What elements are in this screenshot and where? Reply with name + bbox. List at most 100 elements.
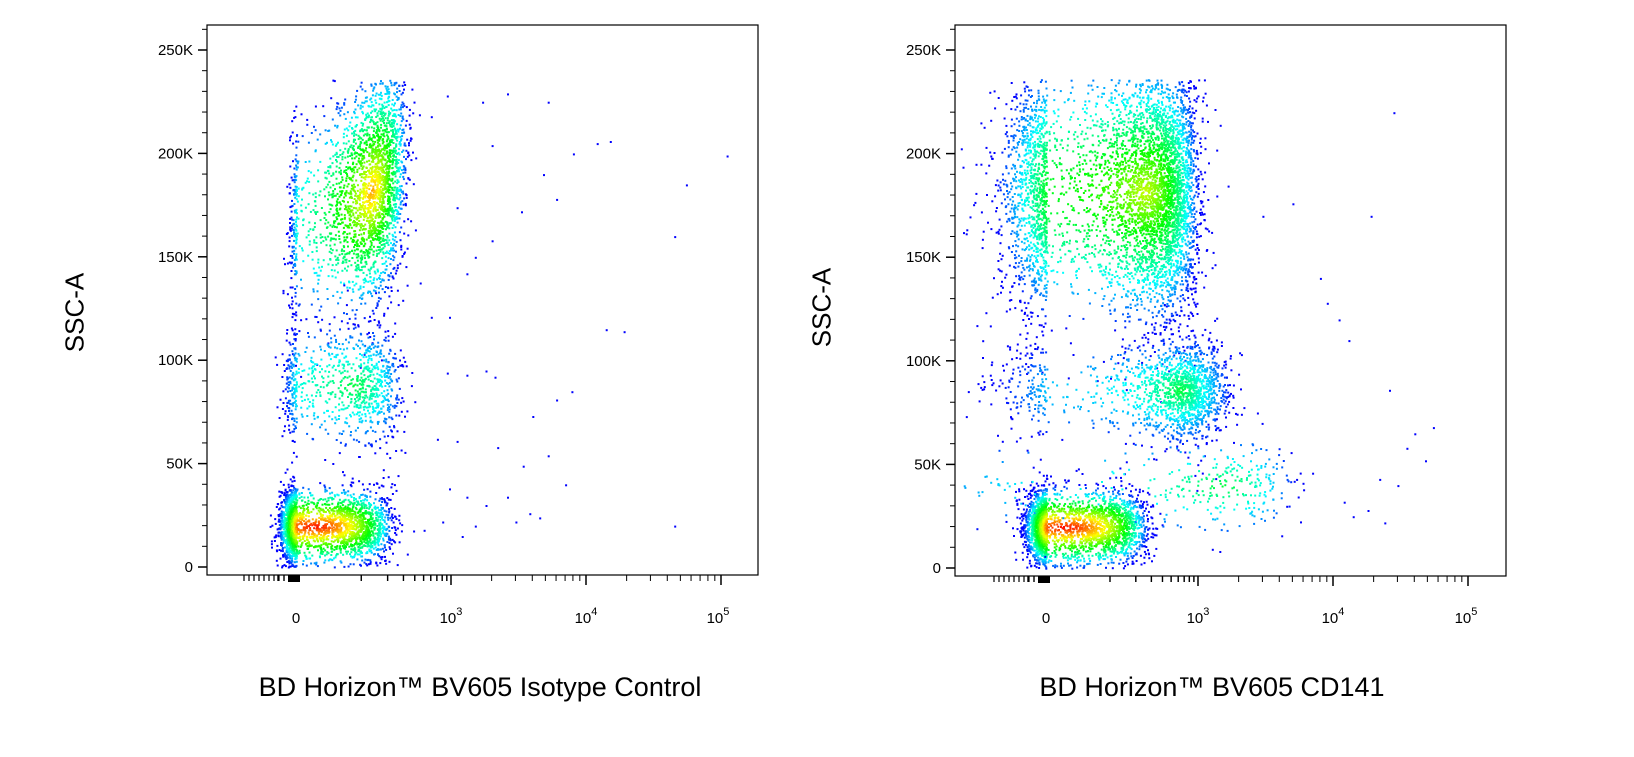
event-dot <box>311 381 314 383</box>
event-dot <box>322 525 325 527</box>
event-dot <box>363 254 366 257</box>
event-dot <box>375 108 378 111</box>
event-dot <box>274 522 277 525</box>
event-dot <box>351 517 354 520</box>
event-dot <box>388 511 391 514</box>
event-dot <box>372 189 375 192</box>
event-dot <box>355 200 358 203</box>
event-dot <box>378 168 381 171</box>
event-dot <box>358 157 360 160</box>
event-dot <box>341 269 344 272</box>
event-dot <box>313 174 316 177</box>
event-dot <box>351 132 354 135</box>
event-dot <box>307 373 310 376</box>
event-dot <box>363 216 366 219</box>
event-dot <box>335 208 338 211</box>
event-dot <box>291 286 294 289</box>
event-dot <box>350 415 352 418</box>
event-dot <box>370 266 373 269</box>
event-dot <box>335 418 338 421</box>
event-dot <box>339 190 342 193</box>
event-dot <box>375 129 378 132</box>
event-dot <box>372 395 375 397</box>
event-dot <box>345 236 348 239</box>
event-dot <box>335 547 338 550</box>
event-dot <box>387 179 390 182</box>
event-dot <box>359 215 362 218</box>
event-dot <box>310 562 313 565</box>
event-dot <box>418 114 421 117</box>
event-dot <box>331 513 334 516</box>
event-dot <box>290 270 293 272</box>
event-dot <box>390 242 392 245</box>
event-dot <box>293 110 296 112</box>
event-dot <box>400 185 403 188</box>
event-dot <box>371 214 374 217</box>
event-dot <box>354 389 357 392</box>
event-dot <box>313 241 316 244</box>
event-dot <box>355 207 358 210</box>
event-dot <box>392 197 395 200</box>
event-dot <box>296 212 298 215</box>
event-dot <box>368 159 371 162</box>
event-dot <box>356 543 359 546</box>
event-dot <box>313 200 316 203</box>
event-dot <box>375 192 378 195</box>
event-dot <box>364 510 367 513</box>
event-dot <box>382 158 385 161</box>
event-dot <box>286 418 289 421</box>
event-dot <box>352 187 355 190</box>
event-dot <box>382 134 385 137</box>
event-dot <box>378 246 381 249</box>
event-dot <box>365 166 368 169</box>
event-dot <box>295 270 298 273</box>
event-dot <box>403 104 406 107</box>
event-dot <box>379 374 382 377</box>
event-dot <box>396 289 399 292</box>
event-dot <box>379 531 382 534</box>
event-dot <box>378 411 381 414</box>
event-dot <box>401 115 404 118</box>
event-dot <box>382 202 385 205</box>
event-dot <box>358 245 361 248</box>
event-dot <box>319 530 321 533</box>
event-dot <box>364 242 367 245</box>
event-dot <box>363 182 366 185</box>
event-dot <box>342 186 345 189</box>
event-dot <box>289 306 291 309</box>
event-dot <box>377 178 380 181</box>
event-dot <box>340 249 343 252</box>
event-dot <box>362 165 365 168</box>
event-dot <box>392 259 395 262</box>
event-dot <box>388 158 391 161</box>
event-dot <box>391 538 394 541</box>
event-dot <box>291 300 294 303</box>
event-dot <box>388 160 391 163</box>
event-dot <box>319 219 322 222</box>
event-dot <box>362 176 365 179</box>
event-dot <box>337 302 340 305</box>
event-dot <box>353 402 356 405</box>
event-dot <box>382 181 385 184</box>
event-dot <box>350 264 353 267</box>
event-dot <box>294 496 297 498</box>
event-dot <box>408 114 411 117</box>
event-dot <box>359 173 361 176</box>
event-dot <box>338 361 341 364</box>
event-dot <box>367 378 370 381</box>
event-dot <box>390 507 393 509</box>
event-dot <box>380 369 383 372</box>
event-dot <box>358 382 361 385</box>
event-dot <box>338 253 341 256</box>
event-dot <box>327 221 330 224</box>
event-dot <box>388 375 391 378</box>
event-dot <box>287 519 290 522</box>
event-dot <box>337 494 340 497</box>
event-dot <box>306 535 308 538</box>
event-dot <box>336 271 339 274</box>
event-dot <box>360 363 363 366</box>
event-dot <box>347 224 350 227</box>
event-dot <box>356 376 359 379</box>
event-dot <box>324 213 327 216</box>
event-dot <box>340 291 343 294</box>
